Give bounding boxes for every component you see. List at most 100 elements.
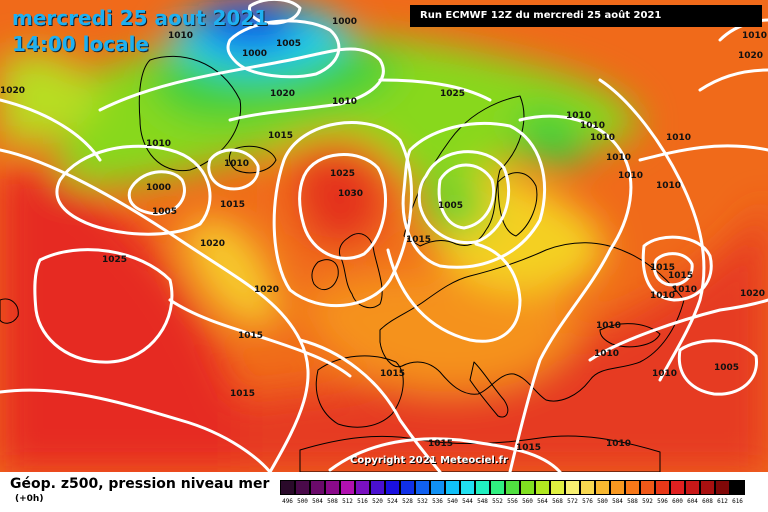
scale-swatch — [295, 480, 310, 495]
scale-swatch — [595, 480, 610, 495]
isobar-1010-ne2 — [698, 68, 768, 92]
isobar-1020-europe — [386, 242, 522, 343]
scale-label: 516 — [357, 498, 368, 505]
color-scale — [280, 480, 745, 495]
scale-label: 608 — [702, 498, 713, 505]
isobar-label: 1015 — [668, 271, 693, 281]
isobar-1010-east-small — [641, 235, 713, 302]
isobar-label: 1010 — [566, 111, 591, 121]
scale-label: 616 — [732, 498, 743, 505]
scandinavia-coast — [403, 95, 525, 247]
isobar-label: 1030 — [338, 189, 363, 199]
scale-swatch — [400, 480, 415, 495]
isobar-label: 1010 — [652, 369, 677, 379]
scale-swatch — [445, 480, 460, 495]
scale-swatch — [490, 480, 505, 495]
isobar-1010-north — [98, 47, 385, 122]
color-scale-labels: 496 500 504 508 512 516 520 524 528 532 536 540 544 5… — [280, 498, 745, 505]
italy-coast — [469, 361, 509, 418]
greenland-coast — [138, 55, 242, 172]
isobar-label: 1000 — [146, 183, 171, 193]
scale-swatch — [310, 480, 325, 495]
scale-swatch — [670, 480, 685, 495]
scale-label: 552 — [492, 498, 503, 505]
scale-swatch — [520, 480, 535, 495]
isobar-label: 1025 — [330, 169, 355, 179]
scale-swatch — [685, 480, 700, 495]
isobar-label: 1015 — [268, 131, 293, 141]
scale-label: 520 — [372, 498, 383, 505]
scale-label: 560 — [522, 498, 533, 505]
isobar-1010-east-2 — [598, 78, 706, 382]
iberia-coast — [315, 355, 404, 428]
isobar-label: 1010 — [618, 171, 643, 181]
isobar-label: 1010 — [666, 133, 691, 143]
isobar-1020-west — [0, 148, 310, 472]
isobar-label: 1010 — [650, 291, 675, 301]
scale-label: 504 — [312, 498, 323, 505]
isobar-label: 1020 — [254, 285, 279, 295]
legend-title: Géop. z500, pression niveau mer — [10, 476, 270, 492]
isobar-high-outer — [272, 121, 413, 308]
isobar-label: 1025 — [102, 255, 127, 265]
isobar-label: 1005 — [714, 363, 739, 373]
isobar-label: 1010 — [656, 181, 681, 191]
isobar-label: 1015 — [428, 439, 453, 449]
scale-label: 556 — [507, 498, 518, 505]
isobar-low-norway-2 — [417, 150, 511, 245]
lead-time: (+0h) — [15, 494, 44, 504]
model-run-banner: Run ECMWF 12Z du mercredi 25 août 2021 — [410, 5, 762, 27]
isobar-label: 1020 — [740, 289, 765, 299]
scale-swatch — [460, 480, 475, 495]
isobar-label: 1010 — [224, 159, 249, 169]
scale-label: 600 — [672, 498, 683, 505]
isobar-1015-central — [298, 338, 442, 472]
isobar-label: 1010 — [672, 285, 697, 295]
newfoundland-coast — [0, 298, 19, 324]
field-green-west — [0, 52, 100, 144]
isobar-label: 1015 — [380, 369, 405, 379]
isobar-label: 1005 — [152, 207, 177, 217]
isobar-label: 1020 — [738, 51, 763, 61]
isobar-label: 1015 — [230, 389, 255, 399]
scale-label: 548 — [477, 498, 488, 505]
isobar-label: 1010 — [590, 133, 615, 143]
scale-label: 496 — [282, 498, 293, 505]
scale-swatch — [730, 480, 745, 495]
isobar-label: 1020 — [270, 89, 295, 99]
scale-swatch — [415, 480, 430, 495]
isobar-label: 1005 — [438, 201, 463, 211]
isobar-label: 1010 — [168, 31, 193, 41]
field-green-baltic — [420, 174, 490, 234]
ireland-coast — [311, 259, 339, 291]
scale-swatch — [700, 480, 715, 495]
scale-label: 540 — [447, 498, 458, 505]
isobar-1025-north — [378, 78, 492, 102]
scale-label: 528 — [402, 498, 413, 505]
isobar-1010-east — [508, 114, 633, 472]
scale-label: 572 — [567, 498, 578, 505]
isobar-low-greenland-outer — [55, 144, 212, 236]
scale-swatch — [535, 480, 550, 495]
isobar-label: 1000 — [242, 49, 267, 59]
scale-swatch — [505, 480, 520, 495]
scale-label: 508 — [327, 498, 338, 505]
isobar-label: 1015 — [516, 443, 541, 453]
isobar-label: 1020 — [0, 86, 25, 96]
geopotential-map: 1010 1000 1000 1005 1020 1010 1015 1010 … — [0, 0, 768, 472]
isobar-label: 1010 — [146, 139, 171, 149]
isobar-1015-south — [0, 388, 272, 472]
scale-swatch — [475, 480, 490, 495]
uk-coast — [339, 233, 383, 309]
isobar-1015-east-small — [652, 252, 694, 287]
isobar-label: 1025 — [440, 89, 465, 99]
isobar-1010-southeast — [588, 298, 768, 362]
isobar-label: 1000 — [332, 17, 357, 27]
isobar-label: 1015 — [406, 235, 431, 245]
scale-swatch — [280, 480, 295, 495]
scale-label: 576 — [582, 498, 593, 505]
scale-label: 524 — [387, 498, 398, 505]
isobar-high-north-atlantic — [298, 153, 388, 260]
scale-label: 588 — [627, 498, 638, 505]
scale-label: 512 — [342, 498, 353, 505]
